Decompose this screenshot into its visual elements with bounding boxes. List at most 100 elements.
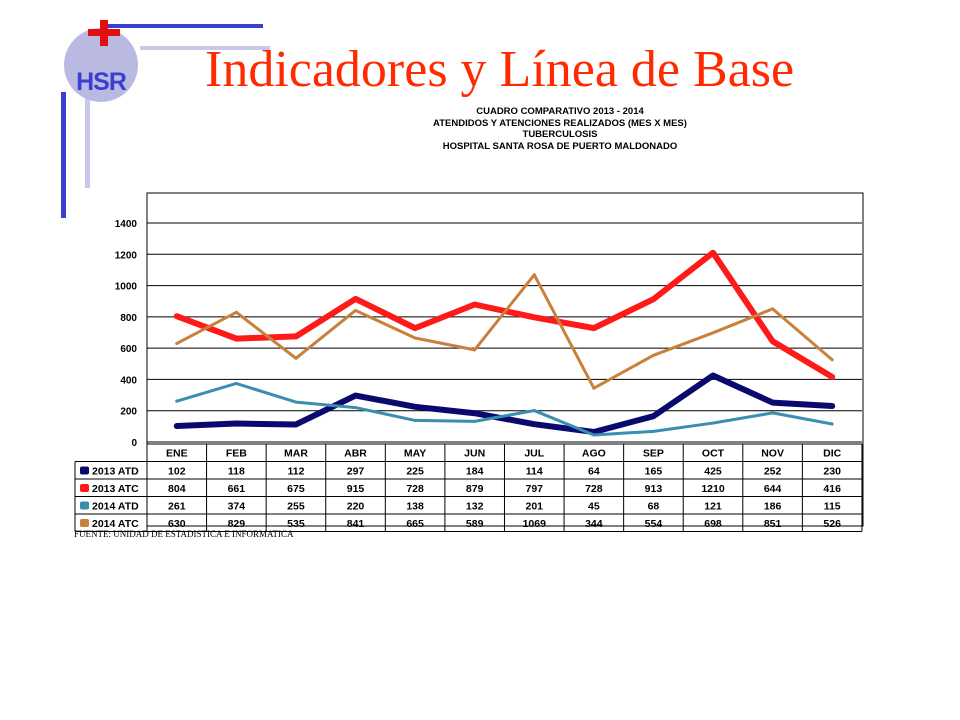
data-label: 344 [585,518,603,530]
data-point [412,325,418,331]
y-tick-label: 1400 [115,219,138,230]
data-point [353,296,359,302]
x-tick-label: ABR [344,448,367,460]
data-label: 255 [287,501,305,513]
data-label: 630 [168,518,186,530]
legend-key [80,484,89,492]
x-tick-label: JUL [524,448,544,460]
data-label: 665 [406,518,424,530]
y-tick-label: 200 [120,407,137,418]
data-label: 589 [466,518,484,530]
data-label: 644 [764,483,782,495]
data-label: 64 [588,466,600,478]
data-point [354,308,358,312]
x-tick-label: AGO [582,448,606,460]
data-label: 114 [526,466,543,478]
data-label: 102 [168,466,186,478]
data-label: 68 [648,501,660,513]
data-label: 118 [228,466,245,478]
data-label: 1069 [523,518,547,530]
legend-label: 2013 ATD [92,466,139,478]
data-point [293,333,299,339]
data-point [472,301,478,307]
chart-frame [146,192,864,527]
data-point [531,421,537,427]
data-label: 45 [588,501,600,513]
x-tick-label: NOV [761,448,784,460]
data-point [532,409,536,413]
data-point [412,404,418,410]
data-point [354,406,358,410]
data-label: 416 [823,483,841,495]
data-label: 425 [704,466,722,478]
data-point [531,314,537,320]
data-label: 675 [287,483,305,495]
data-point [711,421,715,425]
data-point [829,403,835,409]
data-label: 728 [585,483,603,495]
legend-label: 2013 ATC [92,483,139,495]
source-note: FUENTE: UNIDAD DE ESTADISTICA E INFORMAT… [74,529,294,539]
data-point [532,273,536,277]
slide-title: Indicadores y Línea de Base [205,41,795,98]
chart-title-line: ATENDIDOS Y ATENCIONES REALIZADOS (MES X… [433,117,687,129]
legend-label: 2014 ATC [92,518,139,530]
data-label: 879 [466,483,484,495]
data-point [175,399,179,403]
left-line-blue [61,92,66,218]
data-label: 535 [287,518,305,530]
header-line-light [140,46,270,50]
data-label: 913 [645,483,663,495]
data-point [651,429,655,433]
data-label: 252 [764,466,782,478]
data-label: 220 [347,501,365,513]
data-point [651,353,655,357]
data-point [829,374,835,380]
data-point [710,250,716,256]
legend-key [80,501,89,510]
data-label: 851 [764,518,782,530]
data-label: 915 [347,483,365,495]
data-label: 804 [168,483,186,495]
x-tick-label: MAR [284,448,308,460]
data-point [650,413,656,419]
data-point [233,336,239,342]
x-tick-label: FEB [226,448,247,460]
data-label: 115 [824,501,841,513]
data-label: 138 [406,501,424,513]
data-point [234,310,238,314]
cross-icon [88,20,120,46]
x-tick-label: OCT [702,448,725,460]
legend-key [80,466,89,475]
y-tick-label: 1000 [115,282,138,293]
data-label: 132 [466,501,484,513]
data-label: 526 [823,518,841,530]
logo-letters: HSR [76,68,128,96]
data-label: 297 [347,466,365,478]
data-point [413,336,417,340]
data-point [592,386,596,390]
series-line-2014-atd [175,381,834,437]
data-point [710,373,716,379]
data-point [473,348,477,352]
data-label: 165 [645,466,663,478]
data-point [473,419,477,423]
legend-key [80,519,89,527]
y-tick-label: 600 [120,344,137,355]
data-point [293,421,299,427]
data-label: 728 [406,483,424,495]
data-label: 184 [466,466,484,478]
data-label: 230 [823,466,841,478]
y-tick-label: 800 [120,313,137,324]
data-point [294,356,298,360]
data-point [233,421,239,427]
data-point [234,381,238,385]
x-tick-label: MAY [404,448,426,460]
data-label: 797 [526,483,544,495]
data-label: 201 [526,501,544,513]
x-tick-label: DIC [823,448,842,460]
data-point [650,296,656,302]
data-label: 841 [347,518,365,530]
x-tick-label: ENE [166,448,188,460]
